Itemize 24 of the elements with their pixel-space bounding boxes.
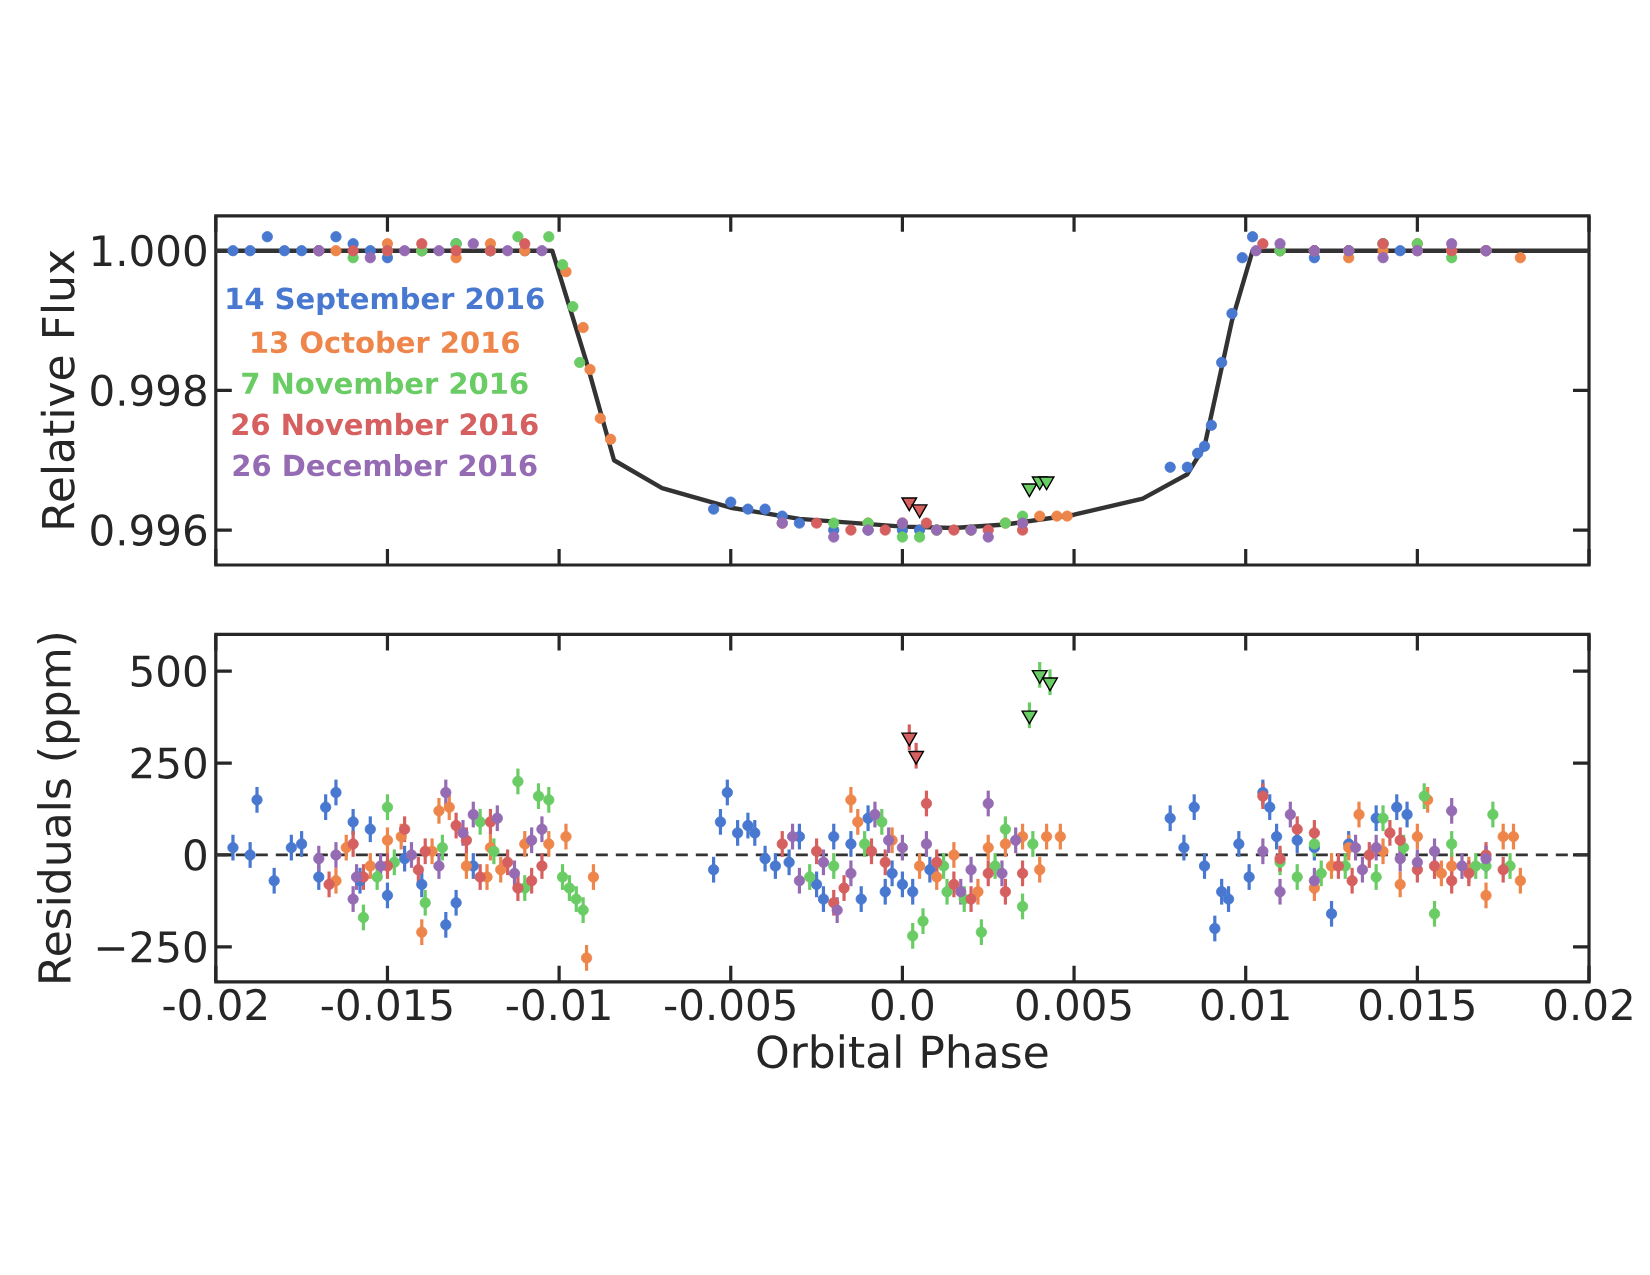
y-axis-title: Relative Flux: [40, 250, 75, 528]
x-tick-label: 0.02: [1545, 988, 1632, 1021]
x-tick-label: -0.02: [163, 988, 266, 1021]
text: 26 December 2016: [233, 453, 537, 477]
x-axis-title: Orbital Phase: [757, 1034, 1048, 1069]
x-tick-label: 0.0: [871, 988, 934, 1021]
x-tick-label: -0.01: [506, 988, 610, 1021]
text: 26 November 2016: [232, 412, 538, 436]
x-tick-label: 0.015: [1360, 988, 1474, 1021]
series-label: 7 November 2016: [242, 371, 528, 395]
y-tick-label: 0: [184, 839, 206, 871]
y-tick-label: 0.996: [91, 514, 207, 546]
y-tick-label: −250: [97, 930, 206, 963]
y-axis-title: Residuals (ppm): [37, 633, 80, 982]
y-tick-label: 250: [131, 747, 206, 779]
x-tick-label: 0.01: [1201, 988, 1289, 1021]
x-tick-label: -0.005: [665, 988, 795, 1021]
y-tick-label: 0.998: [91, 374, 206, 407]
x-tick-label: -0.015: [321, 988, 452, 1021]
x-tick-label: 0.005: [1016, 988, 1131, 1021]
text: 13 October 2016: [252, 330, 519, 354]
y-tick-label: 500: [131, 655, 206, 688]
y-tick-label: 1.000: [93, 234, 206, 267]
series-label: 14 September 2016: [227, 286, 544, 316]
